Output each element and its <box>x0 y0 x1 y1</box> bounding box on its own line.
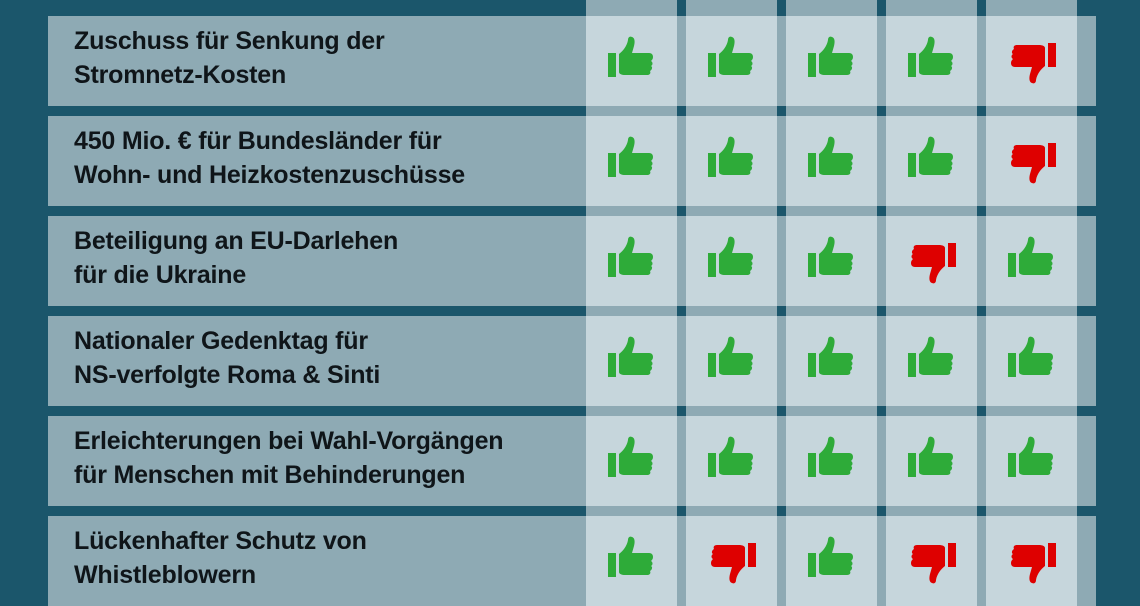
thumbs-down-icon <box>1006 35 1058 87</box>
vote-cell <box>786 416 877 506</box>
vote-cell <box>886 416 977 506</box>
proposal-label: Lückenhafter Schutz von Whistleblowern <box>74 527 367 589</box>
proposal-label: Nationaler Gedenktag für NS-verfolgte Ro… <box>74 327 381 389</box>
thumbs-up-icon <box>906 435 958 487</box>
thumbs-up-icon <box>706 135 758 187</box>
vote-cell <box>886 16 977 106</box>
vote-cell <box>586 316 677 406</box>
table-row: Erleichterungen bei Wahl-Vorgängen für M… <box>48 416 1096 506</box>
thumbs-up-icon <box>606 235 658 287</box>
thumbs-down-icon <box>1006 535 1058 587</box>
thumbs-up-icon <box>706 235 758 287</box>
vote-cell <box>586 516 677 606</box>
vote-cell <box>786 16 877 106</box>
thumbs-up-icon <box>606 535 658 587</box>
thumbs-up-icon <box>706 35 758 87</box>
thumbs-up-icon <box>906 135 958 187</box>
thumbs-up-icon <box>1006 235 1058 287</box>
thumbs-up-icon <box>806 35 858 87</box>
vote-cell <box>686 316 777 406</box>
vote-cell <box>786 316 877 406</box>
proposal-label: Erleichterungen bei Wahl-Vorgängen für M… <box>74 427 504 489</box>
thumbs-up-icon <box>606 335 658 387</box>
vote-cell <box>586 216 677 306</box>
thumbs-up-icon <box>806 535 858 587</box>
table-row: Zuschuss für Senkung der Stromnetz-Koste… <box>48 16 1096 106</box>
vote-cell <box>986 516 1077 606</box>
thumbs-down-icon <box>706 535 758 587</box>
thumbs-up-icon <box>1006 335 1058 387</box>
thumbs-down-icon <box>906 535 958 587</box>
proposal-label: Zuschuss für Senkung der Stromnetz-Koste… <box>74 27 385 89</box>
vote-cell <box>686 116 777 206</box>
proposal-label: Beteiligung an EU-Darlehen für die Ukrai… <box>74 227 399 289</box>
vote-cell <box>886 116 977 206</box>
table-row: Beteiligung an EU-Darlehen für die Ukrai… <box>48 216 1096 306</box>
vote-cell <box>986 16 1077 106</box>
thumbs-up-icon <box>606 135 658 187</box>
vote-cell <box>786 516 877 606</box>
vote-cell <box>586 416 677 506</box>
thumbs-down-icon <box>906 235 958 287</box>
thumbs-up-icon <box>706 335 758 387</box>
vote-cell <box>786 216 877 306</box>
table-row: Lückenhafter Schutz von Whistleblowern <box>48 516 1096 606</box>
vote-cell <box>786 116 877 206</box>
vote-cell <box>986 416 1077 506</box>
thumbs-up-icon <box>806 335 858 387</box>
thumbs-up-icon <box>906 35 958 87</box>
thumbs-up-icon <box>706 435 758 487</box>
thumbs-up-icon <box>806 435 858 487</box>
vote-cell <box>686 416 777 506</box>
vote-cell <box>686 516 777 606</box>
table-row: Nationaler Gedenktag für NS-verfolgte Ro… <box>48 316 1096 406</box>
vote-cell <box>586 116 677 206</box>
thumbs-up-icon <box>1006 435 1058 487</box>
vote-cell <box>686 216 777 306</box>
vote-cell <box>986 116 1077 206</box>
vote-cell <box>686 16 777 106</box>
vote-cell <box>886 516 977 606</box>
vote-cell <box>986 316 1077 406</box>
vote-cell <box>886 316 977 406</box>
thumbs-up-icon <box>606 35 658 87</box>
vote-cell <box>886 216 977 306</box>
thumbs-up-icon <box>806 135 858 187</box>
thumbs-down-icon <box>1006 135 1058 187</box>
table-row: 450 Mio. € für Bundesländer für Wohn- un… <box>48 116 1096 206</box>
vote-cell <box>586 16 677 106</box>
thumbs-up-icon <box>606 435 658 487</box>
proposal-label: 450 Mio. € für Bundesländer für Wohn- un… <box>74 127 466 189</box>
vote-cell <box>986 216 1077 306</box>
thumbs-up-icon <box>806 235 858 287</box>
thumbs-up-icon <box>906 335 958 387</box>
